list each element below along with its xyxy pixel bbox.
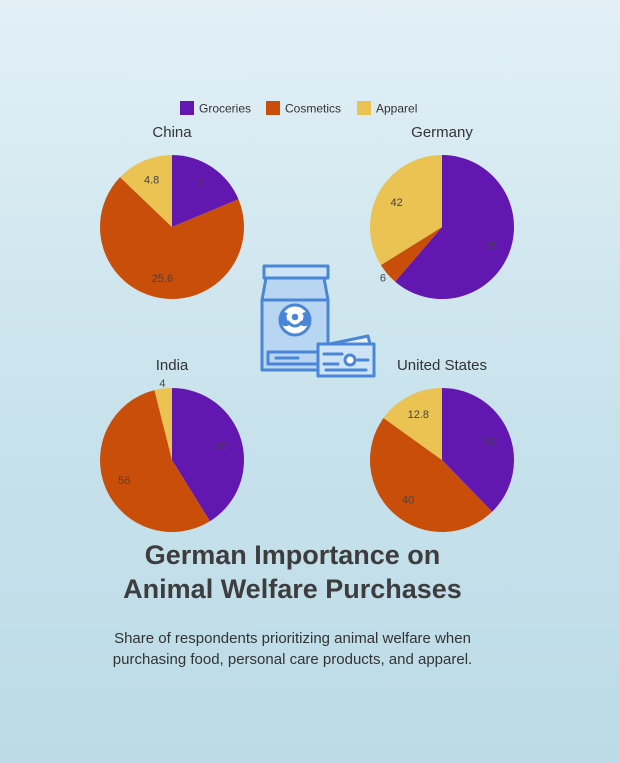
- pie-title-india: India: [156, 357, 189, 374]
- pie-label-china-groceries: 7: [198, 179, 204, 191]
- pie-label-india-cosmetics: 56: [118, 475, 130, 487]
- pie-label-germany-groceries: 76: [484, 240, 496, 252]
- pie-slice-india-groceries: [172, 388, 245, 522]
- pie-label-united-states-apparel: 12.8: [408, 409, 429, 421]
- main-title-line-2: Animal Welfare Purchases: [123, 574, 462, 604]
- pie-label-china-apparel: 4.8: [144, 174, 159, 186]
- legend: Groceries Cosmetics Apparel: [180, 101, 417, 116]
- pie-label-united-states-cosmetics: 40: [402, 494, 414, 506]
- pie-label-india-apparel: 4: [159, 378, 165, 390]
- main-title-line-1: German Importance on: [144, 540, 441, 570]
- pie-slice-china-groceries: [172, 155, 239, 227]
- pie-title-china: China: [152, 124, 192, 141]
- pie-label-united-states-groceries: 32: [484, 436, 496, 448]
- legend-label-cosmetics: Cosmetics: [285, 102, 341, 116]
- pie-slice-germany-groceries: [395, 155, 515, 300]
- subtitle-line-2: purchasing food, personal care products,…: [112, 651, 473, 668]
- subtitle-line-1: Share of respondents prioritizing animal…: [114, 630, 471, 647]
- pie-slice-china-apparel: [120, 155, 172, 227]
- legend-swatch-apparel: [357, 101, 371, 115]
- pie-slice-germany-apparel: [370, 155, 442, 266]
- legend-swatch-cosmetics: [266, 101, 280, 115]
- pet-food-bag-with-credit-card-icon: [256, 264, 380, 382]
- pie-slice-united-states-apparel: [383, 388, 442, 460]
- pie-charts: Groceries Cosmetics Apparel China German…: [99, 101, 515, 532]
- pie-slice-china-cosmetics: [99, 177, 244, 299]
- subtitle: Share of respondents prioritizing animal…: [0, 628, 585, 670]
- pie-slice-united-states-cosmetics: [370, 418, 493, 532]
- pie-slice-india-cosmetics: [99, 390, 210, 532]
- pie-slice-united-states-groceries: [442, 388, 514, 512]
- pie-label-germany-apparel: 42: [391, 197, 403, 209]
- pie-title-united-states: United States: [397, 357, 487, 374]
- pie-slice-india-apparel: [154, 388, 172, 460]
- main-title: German Importance on Animal Welfare Purc…: [0, 538, 585, 606]
- pie-label-germany-cosmetics: 6: [380, 273, 386, 285]
- legend-label-groceries: Groceries: [199, 102, 251, 116]
- legend-swatch-groceries: [180, 101, 194, 115]
- pie-label-china-cosmetics: 25.6: [152, 273, 173, 285]
- pie-label-india-groceries: 42: [216, 441, 228, 453]
- pie-slice-germany-cosmetics: [380, 227, 442, 282]
- pie-title-germany: Germany: [411, 124, 473, 141]
- legend-label-apparel: Apparel: [376, 102, 417, 116]
